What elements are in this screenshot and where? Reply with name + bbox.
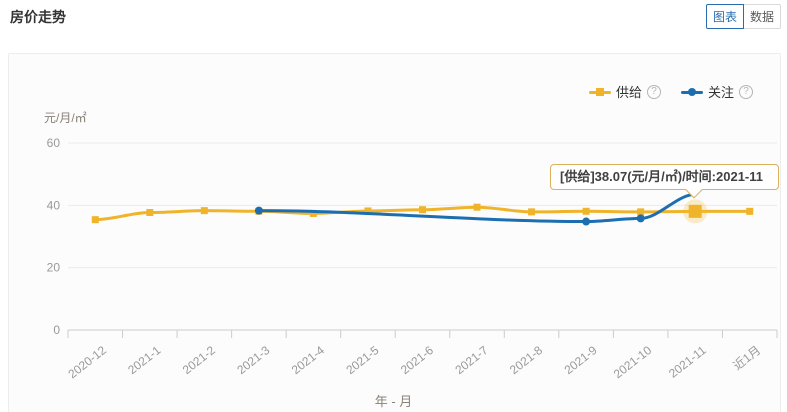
x-tick-label: 2021-6 — [398, 343, 436, 377]
data-point-tooltip: [供给]38.07(元/月/㎡)/时间:2021-11 — [550, 164, 779, 190]
data-point-关注-2021-9[interactable] — [582, 217, 591, 226]
y-axis-title: 元/月/㎡ — [44, 111, 87, 125]
x-tick-label: 2021-7 — [453, 343, 491, 377]
x-tick-label: 2021-11 — [666, 343, 709, 381]
data-point-供给-2021-9[interactable] — [582, 207, 590, 215]
legend-label-attention: 关注 — [707, 85, 734, 100]
data-point-供给-2021-8[interactable] — [528, 208, 536, 216]
y-tick-label: 40 — [47, 198, 61, 212]
x-tick-label: 2021-2 — [180, 343, 218, 377]
x-tick-label: 近1月 — [730, 343, 763, 373]
data-point-供给-2021-1[interactable] — [146, 209, 154, 217]
supply-help-icon[interactable]: ? — [646, 84, 661, 99]
data-point-关注-2021-10[interactable] — [636, 214, 645, 223]
x-axis-title: 年 - 月 — [374, 394, 413, 409]
x-tick-label: 2021-4 — [289, 343, 327, 377]
data-point-关注-2021-3[interactable] — [254, 206, 263, 215]
legend-label-supply: 供给 — [615, 85, 642, 100]
y-tick-label: 0 — [53, 323, 60, 337]
x-tick-label: 2021-5 — [343, 343, 381, 377]
view-toggle-group: 图表 数据 — [706, 4, 781, 29]
data-point-供给-2021-7[interactable] — [473, 203, 481, 211]
data-tab-button[interactable]: 数据 — [743, 4, 781, 29]
x-tick-label: 2021-3 — [234, 343, 272, 377]
data-point-供给-2021-5[interactable] — [364, 207, 372, 215]
attention-line-marker-icon — [680, 86, 703, 98]
page-title: 房价走势 — [10, 9, 66, 25]
x-tick-label: 2021-1 — [125, 343, 163, 377]
legend-item-attention[interactable]: 关注 ? — [680, 82, 753, 101]
x-tick-label: 2020-12 — [65, 343, 109, 381]
data-point-供给-2021-10[interactable] — [637, 208, 645, 216]
chart-legend: 供给 ? 关注 ? — [588, 82, 753, 101]
chart-tab-button[interactable]: 图表 — [706, 4, 744, 29]
x-tick-label: 2021-8 — [507, 343, 545, 377]
data-point-供给-2021-2[interactable] — [200, 207, 208, 215]
x-tick-label: 2021-9 — [562, 343, 600, 377]
legend-item-supply[interactable]: 供给 ? — [588, 82, 661, 101]
attention-help-icon[interactable]: ? — [739, 84, 753, 99]
highlighted-data-point[interactable] — [688, 204, 702, 218]
y-tick-label: 20 — [47, 261, 61, 275]
data-point-供给-2021-4[interactable] — [309, 209, 317, 217]
x-tick-label: 2021-10 — [611, 343, 655, 381]
data-point-供给-2020-12[interactable] — [91, 216, 99, 224]
chart-card — [8, 53, 781, 412]
data-point-供给-近1月[interactable] — [746, 207, 754, 215]
data-point-供给-2021-6[interactable] — [419, 206, 426, 214]
supply-line-marker-icon — [588, 86, 611, 98]
y-tick-label: 60 — [47, 136, 61, 150]
